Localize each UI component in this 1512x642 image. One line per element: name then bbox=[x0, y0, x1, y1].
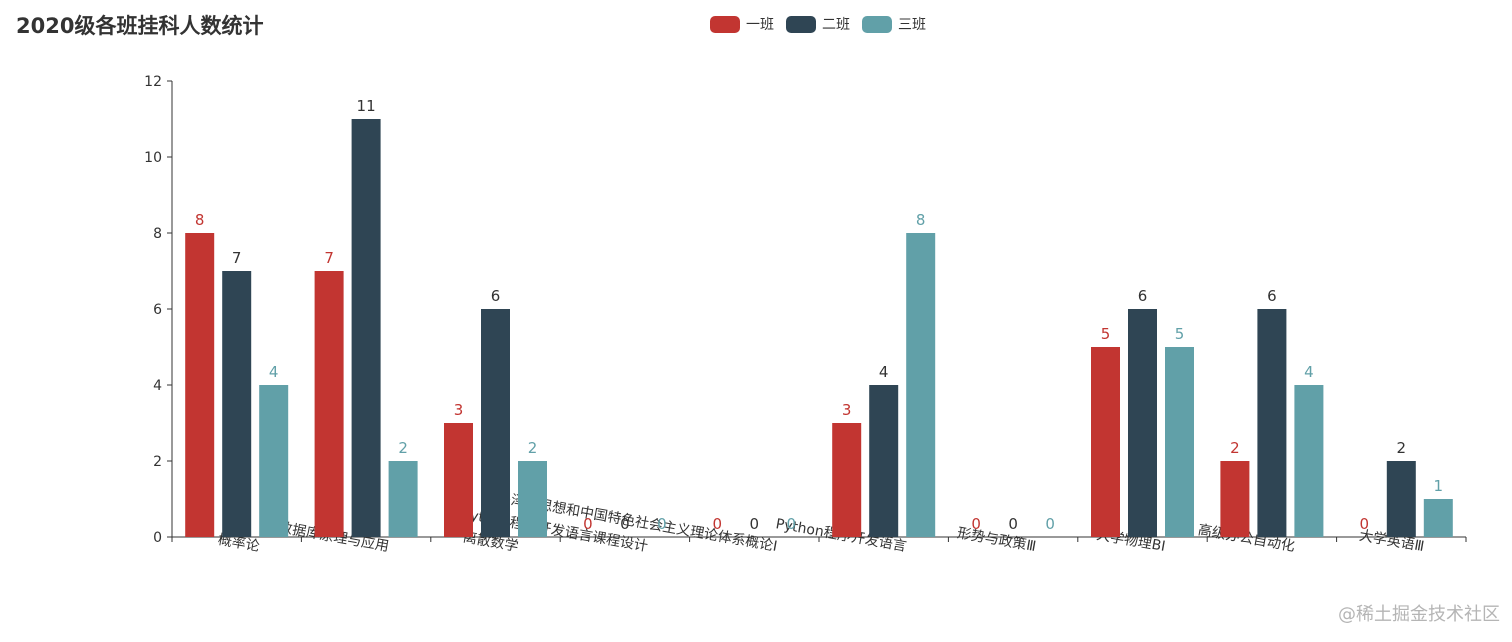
data-label: 6 bbox=[491, 287, 501, 305]
bar bbox=[222, 271, 252, 537]
data-label: 0 bbox=[1008, 515, 1018, 533]
data-label: 0 bbox=[713, 515, 723, 533]
data-label: 0 bbox=[583, 515, 593, 533]
y-tick-label: 12 bbox=[144, 74, 162, 90]
bar bbox=[351, 119, 381, 537]
data-label: 4 bbox=[1304, 363, 1314, 381]
legend-item-class-3[interactable]: 三班 bbox=[862, 14, 926, 34]
legend-label-class-1: 一班 bbox=[746, 17, 774, 33]
bar bbox=[388, 461, 418, 537]
data-label: 2 bbox=[1230, 439, 1240, 457]
legend: 一班 二班 三班 bbox=[710, 14, 926, 34]
legend-swatch-class-2 bbox=[786, 15, 816, 33]
bar bbox=[1294, 385, 1324, 537]
data-label: 4 bbox=[269, 363, 279, 381]
watermark: @稀土掘金技术社区 bbox=[1338, 604, 1500, 625]
y-tick-label: 0 bbox=[153, 530, 162, 546]
legend-item-class-2[interactable]: 二班 bbox=[786, 14, 850, 34]
y-tick-label: 6 bbox=[153, 302, 162, 318]
data-label: 5 bbox=[1175, 325, 1185, 343]
data-label: 5 bbox=[1101, 325, 1111, 343]
bar bbox=[481, 309, 510, 537]
bar bbox=[444, 423, 473, 537]
y-tick-label: 8 bbox=[153, 226, 162, 242]
y-tick-label: 2 bbox=[153, 454, 162, 470]
data-label: 8 bbox=[916, 211, 926, 229]
legend-label-class-2: 二班 bbox=[822, 17, 850, 33]
data-label: 2 bbox=[1397, 439, 1407, 457]
data-label: 0 bbox=[1045, 515, 1055, 533]
bar bbox=[518, 461, 547, 537]
bar bbox=[1257, 309, 1287, 537]
data-label: 2 bbox=[528, 439, 538, 457]
data-label: 0 bbox=[1360, 515, 1370, 533]
bar bbox=[185, 233, 215, 537]
data-label: 7 bbox=[324, 249, 334, 267]
y-tick-label: 10 bbox=[144, 150, 162, 166]
bar bbox=[906, 233, 936, 537]
bar bbox=[1386, 461, 1416, 537]
data-label: 7 bbox=[232, 249, 242, 267]
data-label: 6 bbox=[1267, 287, 1277, 305]
data-label: 4 bbox=[879, 363, 889, 381]
bar bbox=[832, 423, 862, 537]
legend-label-class-3: 三班 bbox=[898, 17, 926, 33]
x-tick-label: 形势与政策Ⅲ bbox=[956, 524, 1037, 555]
data-label: 3 bbox=[454, 401, 464, 419]
y-tick-label: 4 bbox=[153, 378, 162, 394]
bar bbox=[259, 385, 289, 537]
bar bbox=[1220, 461, 1250, 537]
bar bbox=[1091, 347, 1120, 537]
data-label: 2 bbox=[398, 439, 408, 457]
legend-item-class-1[interactable]: 一班 bbox=[710, 14, 774, 34]
data-label: 0 bbox=[750, 515, 760, 533]
legend-swatch-class-3 bbox=[862, 15, 892, 33]
data-label: 0 bbox=[787, 515, 797, 533]
legend-swatch-class-1 bbox=[710, 15, 740, 33]
bar bbox=[1165, 347, 1194, 537]
bar bbox=[869, 385, 899, 537]
data-label: 11 bbox=[357, 97, 376, 115]
data-label: 1 bbox=[1434, 477, 1444, 495]
data-label: 6 bbox=[1138, 287, 1148, 305]
data-label: 3 bbox=[842, 401, 852, 419]
data-label: 0 bbox=[971, 515, 981, 533]
chart-title: 2020级各班挂科人数统计 bbox=[16, 14, 264, 38]
bar bbox=[1128, 309, 1157, 537]
bar bbox=[314, 271, 344, 537]
bar bbox=[1423, 499, 1453, 537]
data-label: 0 bbox=[620, 515, 630, 533]
data-label: 8 bbox=[195, 211, 205, 229]
data-label: 0 bbox=[657, 515, 667, 533]
